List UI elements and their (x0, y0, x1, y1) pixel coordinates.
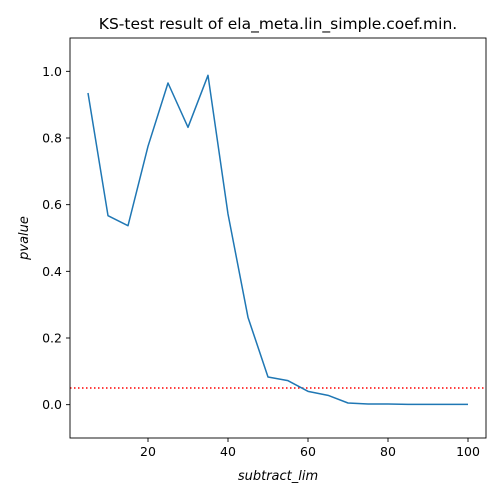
x-tick-label: 80 (380, 444, 396, 459)
y-tick-label: 0.8 (42, 131, 62, 146)
y-tick-label: 0.2 (42, 331, 62, 346)
y-tick-label: 0.6 (42, 197, 62, 212)
series-line (87, 74, 468, 406)
chart-title: KS-test result of ela_meta.lin_simple.co… (99, 15, 457, 34)
x-tick-label: 20 (140, 444, 156, 459)
x-tick-label: 40 (220, 444, 236, 459)
plot-frame (69, 37, 487, 439)
y-axis-label: pvalue (17, 216, 32, 261)
x-tick-label: 60 (300, 444, 316, 459)
y-tick-label: 0.0 (42, 397, 62, 412)
y-tick-label: 0.4 (42, 264, 62, 279)
x-axis-label: subtract_lim (238, 469, 318, 484)
y-tick-label: 1.0 (42, 64, 62, 79)
plot-area: 20 40 60 80 100 0.0 0.2 0.4 0.6 0.8 1.0 (42, 37, 487, 459)
x-tick-label: 100 (456, 444, 480, 459)
